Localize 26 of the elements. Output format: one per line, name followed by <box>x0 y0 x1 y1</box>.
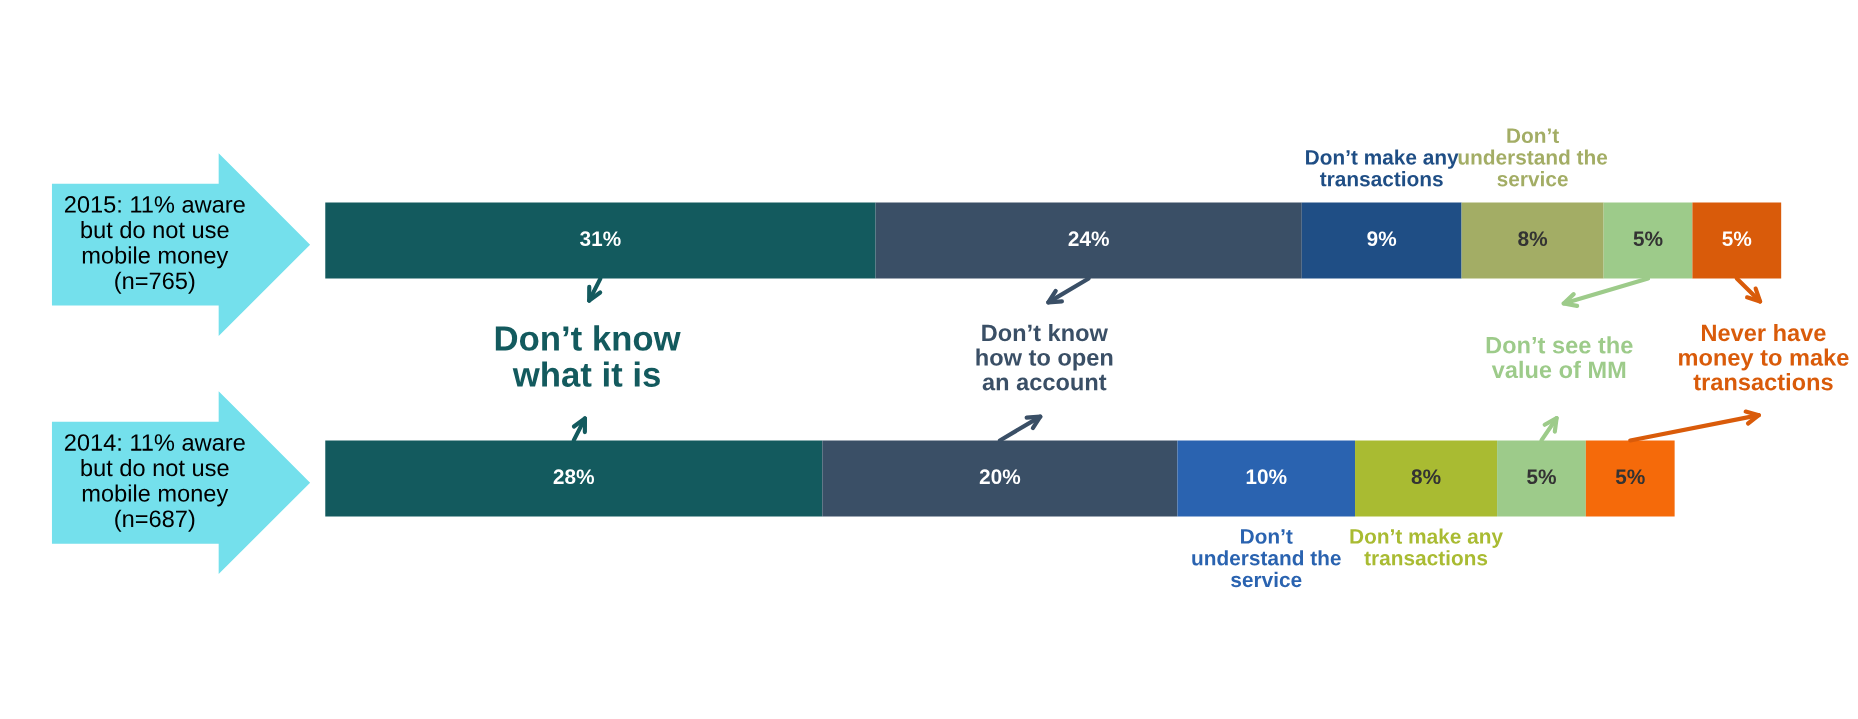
y-tick-label: 2014: 11% aware but do not use mobile money (n=687) <box>64 434 245 532</box>
data-label: 5% <box>1527 469 1556 485</box>
data-label: 24% <box>1068 231 1109 247</box>
annotation: Don’t understand the service <box>1458 128 1608 187</box>
data-label: 10% <box>1246 469 1287 485</box>
legend-label: Never have money to make transactions <box>1679 323 1849 391</box>
data-label: 8% <box>1411 469 1441 485</box>
bar <box>1177 440 1356 517</box>
data-label: 31% <box>580 231 621 247</box>
bar <box>1301 202 1462 279</box>
bar <box>1355 440 1498 517</box>
legend-label: Don’t know what it is <box>495 325 681 387</box>
data-label: 20% <box>979 469 1021 485</box>
data-label: 28% <box>553 469 595 485</box>
data-label: 9% <box>1367 231 1397 247</box>
bar <box>1461 202 1604 279</box>
annotation: Don’t make any transactions <box>1306 149 1459 187</box>
legend-label: Don’t know how to open an account <box>976 323 1113 391</box>
data-label: 8% <box>1518 231 1548 247</box>
data-label: 5% <box>1722 231 1752 247</box>
annotation: Don’t make any transactions <box>1350 528 1503 566</box>
annotation: Don’t understand the service <box>1192 529 1341 588</box>
text: Don’t see the value of MM <box>1486 336 1633 379</box>
data-label: 5% <box>1615 469 1645 485</box>
y-tick-label: 2015: 11% aware but do not use mobile money (n=765) <box>64 196 245 294</box>
data-label: 5% <box>1633 231 1663 247</box>
